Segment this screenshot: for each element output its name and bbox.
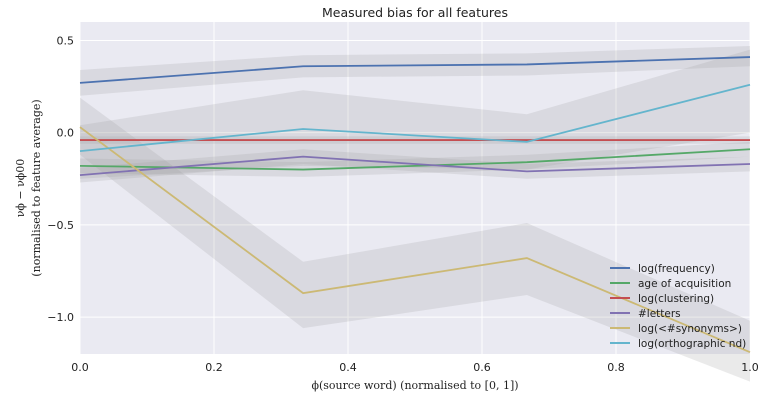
grid — [79, 22, 751, 354]
x-tick-label: 0.6 — [473, 361, 491, 374]
legend-entry: #letters — [638, 308, 681, 320]
y-tick-label: −0.5 — [47, 219, 74, 232]
series-lines — [79, 56, 751, 353]
legend-entry: log(frequency) — [638, 263, 715, 275]
chart-title: Measured bias for all features — [322, 5, 508, 20]
y-axis-label-math: νϕ − νϕ00 — [14, 159, 27, 218]
plot-background — [80, 22, 750, 354]
x-tick-label: 1.0 — [741, 361, 759, 374]
tick-labels: 0.0 0.2 0.4 0.6 0.8 1.0 0.5 0.0 −0.5 −1.0 — [47, 34, 758, 374]
confidence-band — [80, 45, 750, 96]
series-line — [79, 148, 751, 171]
legend: log(frequency) age of acquisition log(clus… — [610, 263, 746, 350]
legend-entry: age of acquisition — [638, 278, 731, 290]
y-tick-label: 0.5 — [57, 34, 75, 47]
series-line — [79, 56, 751, 84]
x-tick-label: 0.2 — [205, 361, 223, 374]
y-axis-label-group: νϕ − νϕ00 (normalised to feature average… — [14, 99, 43, 276]
series-line — [79, 155, 751, 176]
legend-entry: log(orthographic nd) — [638, 338, 746, 350]
x-tick-label: 0.8 — [607, 361, 625, 374]
x-axis-label: ϕ(source word) (normalised to [0, 1]) — [311, 379, 518, 392]
confidence-band — [80, 49, 750, 179]
y-tick-label: −1.0 — [47, 311, 74, 324]
series-line — [79, 83, 751, 153]
x-tick-label: 0.4 — [339, 361, 357, 374]
y-axis-label: (normalised to feature average) — [30, 99, 43, 276]
series-line — [79, 126, 751, 353]
x-tick-label: 0.0 — [71, 361, 89, 374]
legend-entry: log(<#synonyms>) — [638, 323, 742, 335]
legend-entry: log(clustering) — [638, 293, 714, 305]
confidence-band — [80, 97, 750, 382]
y-tick-label: 0.0 — [57, 127, 75, 140]
